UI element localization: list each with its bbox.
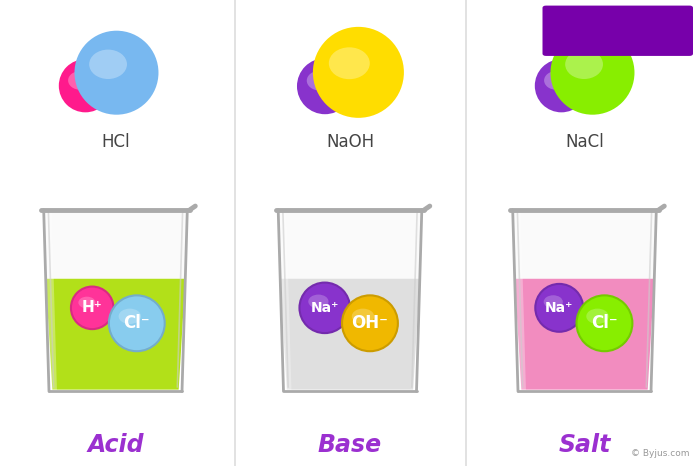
Ellipse shape xyxy=(577,295,632,351)
Text: Acid: Acid xyxy=(88,433,144,457)
Text: H⁺: H⁺ xyxy=(82,301,103,315)
Text: HCl: HCl xyxy=(102,133,130,151)
Text: Salt: Salt xyxy=(559,433,610,457)
Ellipse shape xyxy=(89,49,127,79)
Text: NaOH: NaOH xyxy=(326,133,374,151)
Text: Cl⁻: Cl⁻ xyxy=(591,314,618,332)
Polygon shape xyxy=(512,210,526,391)
Polygon shape xyxy=(43,210,188,279)
Ellipse shape xyxy=(300,282,350,333)
Ellipse shape xyxy=(352,308,374,324)
Text: NaCl: NaCl xyxy=(565,133,604,151)
Ellipse shape xyxy=(536,284,583,332)
Text: Base: Base xyxy=(318,433,382,457)
Ellipse shape xyxy=(297,58,353,114)
Text: Na⁺: Na⁺ xyxy=(545,301,573,315)
Ellipse shape xyxy=(307,71,332,90)
Ellipse shape xyxy=(587,308,608,324)
Ellipse shape xyxy=(109,295,164,351)
Ellipse shape xyxy=(544,71,568,90)
Ellipse shape xyxy=(118,308,141,324)
Text: 📘: 📘 xyxy=(579,21,586,31)
Ellipse shape xyxy=(342,295,398,351)
Text: Na⁺: Na⁺ xyxy=(311,301,339,315)
Ellipse shape xyxy=(565,49,603,79)
Ellipse shape xyxy=(74,31,158,115)
Ellipse shape xyxy=(59,59,112,112)
Ellipse shape xyxy=(308,295,328,308)
Polygon shape xyxy=(512,210,657,279)
Text: Cl⁻: Cl⁻ xyxy=(123,314,150,332)
Ellipse shape xyxy=(313,27,404,118)
Polygon shape xyxy=(43,210,57,391)
Ellipse shape xyxy=(550,31,634,115)
Polygon shape xyxy=(514,279,654,390)
Ellipse shape xyxy=(329,48,370,79)
Polygon shape xyxy=(278,210,422,279)
Polygon shape xyxy=(280,279,420,390)
Text: The Learning App: The Learning App xyxy=(596,30,657,36)
Polygon shape xyxy=(278,210,291,391)
Polygon shape xyxy=(46,279,186,390)
Text: © Byjus.com: © Byjus.com xyxy=(631,449,690,458)
Ellipse shape xyxy=(544,295,563,308)
Text: OH⁻: OH⁻ xyxy=(351,314,388,332)
Ellipse shape xyxy=(535,59,588,112)
Ellipse shape xyxy=(71,287,113,329)
Text: BYJU'S: BYJU'S xyxy=(608,17,645,27)
Ellipse shape xyxy=(68,71,92,90)
Ellipse shape xyxy=(78,297,95,308)
